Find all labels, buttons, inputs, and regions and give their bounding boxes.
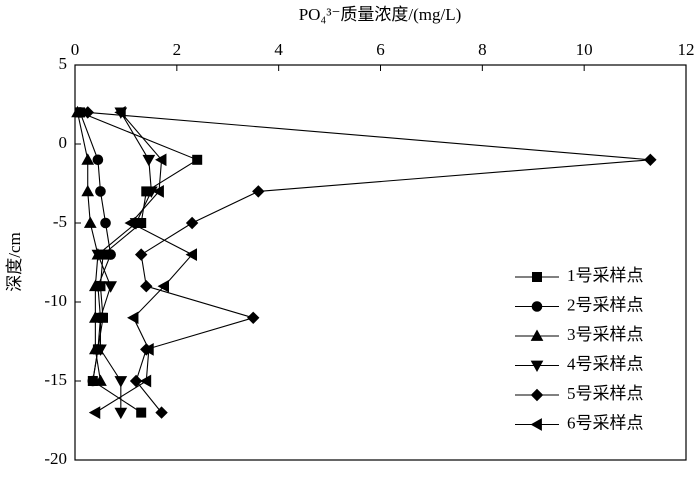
x-axis-title: PO₄³⁻质量浓度/(mg/L) <box>299 5 462 24</box>
y-tick-label: -15 <box>44 370 67 389</box>
marker <box>88 406 101 419</box>
series-line <box>87 111 651 413</box>
y-tick-label: 0 <box>59 133 68 152</box>
x-tick-label: 12 <box>678 40 695 59</box>
marker <box>252 185 265 198</box>
marker <box>83 216 97 228</box>
x-tick-label: 6 <box>376 40 385 59</box>
marker <box>134 248 148 261</box>
marker <box>185 216 199 230</box>
marker <box>155 406 168 419</box>
legend-marker <box>530 360 544 373</box>
marker <box>104 281 117 293</box>
marker <box>124 216 136 230</box>
marker <box>247 311 260 325</box>
marker <box>89 279 102 292</box>
y-tick-label: -5 <box>53 212 67 231</box>
legend-label: 3号采样点 <box>567 325 644 344</box>
marker <box>644 153 657 167</box>
legend-marker <box>530 418 542 431</box>
marker <box>142 154 156 167</box>
legend-label: 6号采样点 <box>567 413 644 432</box>
marker <box>114 106 126 119</box>
marker <box>95 186 106 197</box>
legend-label: 2号采样点 <box>567 295 644 314</box>
legend-marker <box>530 388 544 402</box>
marker <box>114 376 128 388</box>
marker <box>127 311 139 325</box>
x-tick-label: 4 <box>274 40 283 59</box>
marker <box>192 154 203 165</box>
legend-marker <box>530 329 544 341</box>
marker <box>139 374 152 388</box>
marker <box>81 153 95 165</box>
marker <box>129 374 143 388</box>
legend-label: 4号采样点 <box>567 354 644 373</box>
marker <box>92 154 104 166</box>
legend-label: 1号采样点 <box>567 266 644 285</box>
marker <box>100 217 111 229</box>
series-line <box>77 112 102 382</box>
y-tick-label: -20 <box>44 449 67 468</box>
y-axis-title: 深度/cm <box>5 232 24 292</box>
marker <box>81 106 94 119</box>
y-tick-label: 5 <box>59 54 68 73</box>
marker <box>152 185 164 198</box>
marker <box>185 248 198 261</box>
marker <box>140 279 153 293</box>
legend-marker <box>531 301 543 312</box>
marker <box>136 407 147 418</box>
marker <box>71 105 84 118</box>
marker <box>155 153 167 167</box>
legend-label: 5号采样点 <box>567 384 644 403</box>
x-tick-label: 10 <box>576 40 593 59</box>
marker <box>91 249 105 262</box>
marker <box>81 184 95 197</box>
x-tick-label: 8 <box>478 40 487 59</box>
legend-marker <box>532 272 542 282</box>
x-tick-label: 0 <box>71 40 80 59</box>
marker <box>157 279 170 293</box>
series-line <box>95 112 193 414</box>
marker <box>114 407 128 420</box>
y-tick-label: -10 <box>44 291 67 310</box>
marker <box>94 374 107 386</box>
marker <box>105 249 116 260</box>
marker <box>94 344 107 356</box>
marker <box>94 312 107 325</box>
x-tick-label: 2 <box>173 40 182 59</box>
series-line <box>97 112 152 413</box>
marker <box>142 343 154 356</box>
